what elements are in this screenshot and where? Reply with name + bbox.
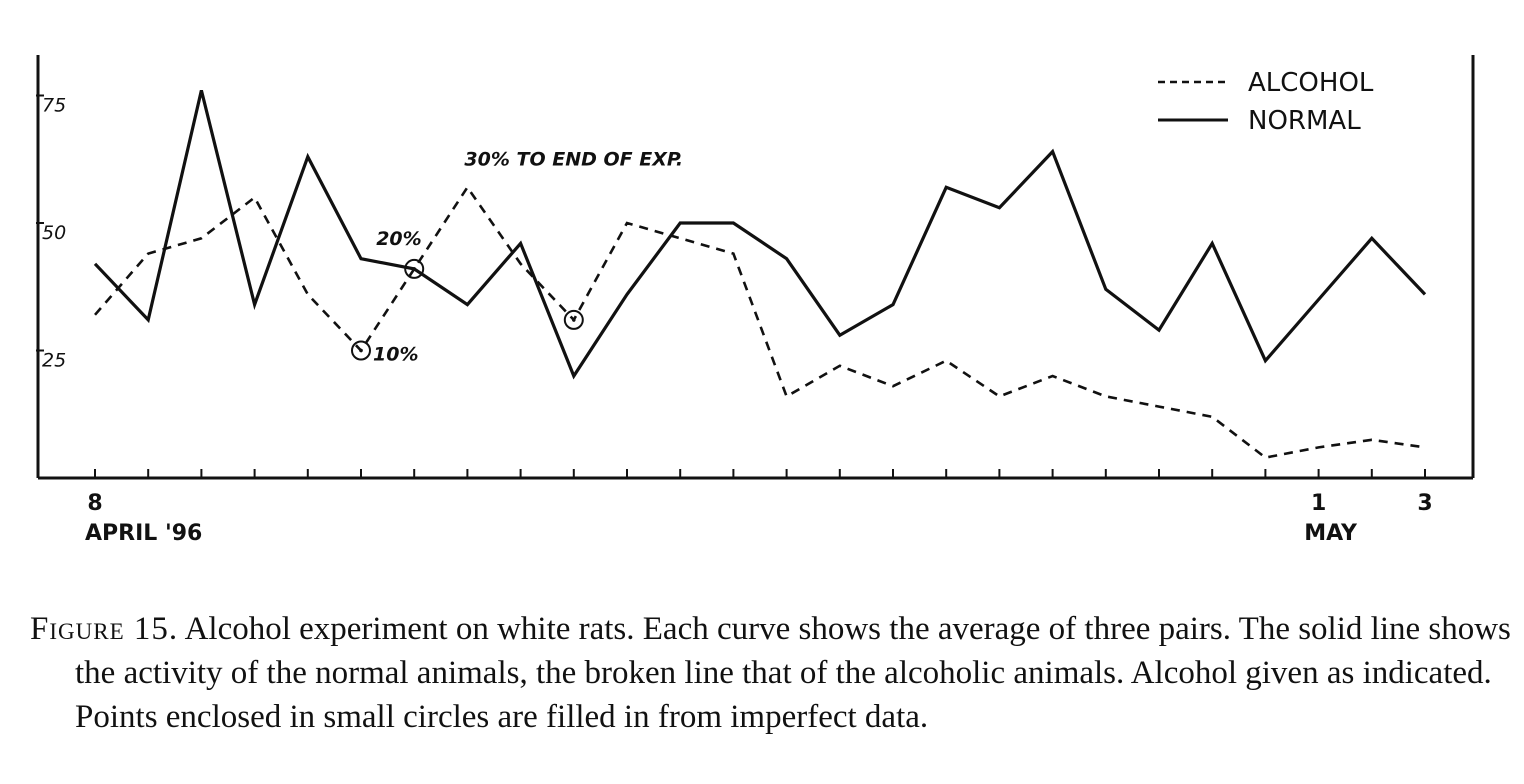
data-point-alcohol (93, 313, 97, 317)
data-point-normal (572, 374, 576, 378)
data-point-normal (625, 292, 629, 296)
data-point-normal (1263, 359, 1267, 363)
data-point-alcohol (519, 262, 523, 266)
data-point-normal (199, 88, 203, 92)
x-tick-label: 8 (87, 491, 102, 516)
data-point-alcohol (944, 359, 948, 363)
annotation-label: 10% (373, 344, 418, 366)
series-line-normal (93, 90, 1427, 380)
legend-label-normal: NORMAL (1248, 106, 1361, 136)
data-point-alcohol (199, 236, 203, 240)
data-point-alcohol (731, 252, 735, 256)
data-point-normal (997, 206, 1001, 210)
annotation-label: 20% (376, 228, 421, 250)
data-point-alcohol (465, 185, 469, 189)
data-point-alcohol (1210, 415, 1214, 419)
data-point-normal (1423, 292, 1427, 296)
data-point-normal (253, 303, 257, 307)
data-point-alcohol (1157, 405, 1161, 409)
data-point-alcohol (997, 394, 1001, 398)
data-point-normal (1157, 328, 1161, 332)
data-point-alcohol (1051, 374, 1055, 378)
data-point-normal (146, 318, 150, 322)
data-point-normal (93, 262, 97, 266)
data-point-normal (1317, 298, 1321, 302)
data-point-alcohol (1370, 438, 1374, 442)
data-point-alcohol (1104, 394, 1108, 398)
data-point-alcohol (838, 364, 842, 368)
data-point-alcohol (625, 221, 629, 225)
data-point-normal (1370, 236, 1374, 240)
data-point-alcohol (1423, 445, 1427, 449)
x-tick-label: 3 (1417, 491, 1432, 516)
figure-caption: Figure 15. Alcohol experiment on white r… (30, 607, 1524, 739)
data-point-normal (519, 241, 523, 245)
x-tick-label: 1 (1311, 491, 1326, 516)
data-point-normal (1104, 287, 1108, 291)
data-point-alcohol (785, 394, 789, 398)
data-point-normal (306, 155, 310, 159)
data-point-normal (1051, 150, 1055, 154)
data-point-normal (785, 257, 789, 261)
y-tick-label: 25 (42, 350, 66, 372)
imperfect-data-dot (359, 348, 363, 353)
data-point-alcohol (146, 252, 150, 256)
y-tick-label: 50 (42, 222, 66, 244)
data-point-normal (731, 221, 735, 225)
data-point-alcohol (253, 196, 257, 200)
imperfect-data-circle (563, 309, 584, 330)
data-point-normal (944, 185, 948, 189)
data-point-normal (465, 303, 469, 307)
annotation-label: 30% TO END OF EXP. (464, 148, 683, 170)
data-point-alcohol (306, 292, 310, 296)
imperfect-data-circle (351, 340, 371, 361)
data-point-alcohol (1263, 456, 1267, 460)
data-point-alcohol (891, 384, 895, 388)
data-point-normal (1210, 241, 1214, 245)
legend-label-alcohol: ALCOHOL (1248, 68, 1374, 98)
data-point-alcohol (1317, 445, 1321, 449)
y-tick-label: 75 (42, 95, 66, 117)
imperfect-data-dot (572, 318, 576, 322)
imperfect-data-circle (404, 258, 425, 279)
data-point-alcohol (678, 236, 682, 240)
data-point-normal (359, 257, 363, 261)
series-line-alcohol (94, 184, 1426, 459)
caption-text: Alcohol experiment on white rats. Each c… (75, 611, 1511, 735)
data-point-normal (891, 303, 895, 307)
x-tick-label: MAY (1304, 521, 1358, 546)
caption-label: Figure 15. (30, 611, 179, 647)
x-tick-label: APRIL '96 (85, 521, 202, 546)
data-point-normal (838, 333, 842, 337)
imperfect-data-dot (412, 267, 417, 271)
line-chart: 25 50 75 8 APRIL '96 1 MAY 3 30% TO END OF EXP. 2… (36, 55, 1475, 546)
data-point-normal (678, 221, 682, 225)
